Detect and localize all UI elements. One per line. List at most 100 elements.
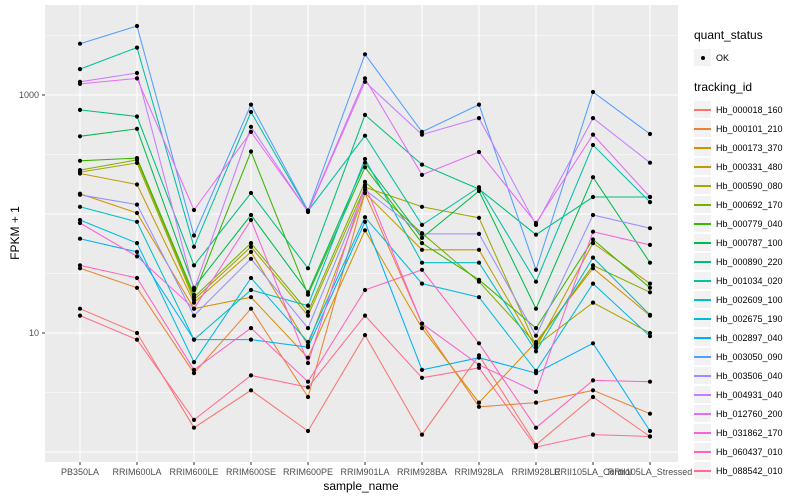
- data-point-Hb_000692_170: [305, 309, 311, 315]
- legend-entry-Hb_031862_170: Hb_031862_170: [694, 423, 798, 442]
- legend-entry-Hb_002609_100: Hb_002609_100: [694, 290, 798, 309]
- data-point-Hb_003506_040: [533, 333, 539, 338]
- legend-entry-Hb_000018_160: Hb_000018_160: [694, 100, 798, 119]
- data-point-Hb_088542_010: [419, 375, 425, 380]
- data-point-Hb_012760_200: [476, 149, 482, 155]
- data-point-Hb_000890_220: [305, 266, 311, 271]
- data-point-Hb_002675_190: [362, 215, 368, 220]
- data-point-Hb_002609_100: [77, 204, 83, 209]
- data-point-Hb_000890_220: [191, 263, 197, 268]
- x-tick-label: RRIM600SE: [226, 467, 276, 477]
- legend-entry-label: Hb_003050_090: [716, 351, 783, 362]
- point-marker-icon: [700, 55, 705, 60]
- data-point-Hb_000890_220: [533, 232, 539, 237]
- legend-entry-label: Hb_000590_080: [716, 180, 783, 191]
- data-point-Hb_003506_040: [647, 226, 653, 231]
- data-point-Hb_000692_170: [362, 179, 368, 184]
- data-point-Hb_060437_010: [362, 287, 368, 293]
- data-point-Hb_000779_040: [362, 165, 368, 170]
- data-point-Hb_000018_160: [77, 306, 83, 311]
- data-point-Hb_000779_040: [419, 241, 425, 246]
- legend-entry-Hb_088542_010: Hb_088542_010: [694, 461, 798, 480]
- data-point-Hb_002609_100: [647, 312, 653, 317]
- data-point-Hb_000101_210: [191, 371, 197, 376]
- data-point-Hb_003050_090: [476, 102, 482, 107]
- data-point-Hb_000590_080: [476, 215, 482, 220]
- legend-key: [694, 443, 711, 460]
- data-point-Hb_002609_100: [305, 303, 311, 308]
- data-point-Hb_002609_100: [419, 260, 425, 265]
- legend-swatch-line-icon: [694, 280, 711, 282]
- data-point-Hb_000331_480: [647, 281, 653, 286]
- data-point-Hb_088542_010: [476, 365, 482, 370]
- legend-swatch-line-icon: [694, 375, 711, 377]
- data-point-Hb_000590_080: [248, 244, 254, 249]
- data-point-Hb_000331_480: [134, 182, 140, 187]
- data-point-Hb_003050_090: [134, 23, 140, 29]
- data-point-Hb_012760_200: [590, 132, 596, 137]
- data-point-Hb_088542_010: [362, 313, 368, 318]
- data-point-Hb_000018_160: [134, 330, 140, 336]
- data-point-Hb_000787_100: [647, 260, 653, 265]
- legend-swatch-line-icon: [694, 128, 711, 130]
- data-point-Hb_001034_020: [476, 185, 482, 190]
- legend-key: [694, 177, 711, 194]
- legend-key: [694, 158, 711, 175]
- data-point-Hb_003050_090: [362, 52, 368, 57]
- data-point-Hb_002897_040: [590, 341, 596, 346]
- data-point-Hb_000018_160: [419, 432, 425, 437]
- data-point-Hb_000173_370: [134, 210, 140, 216]
- legend-key: [694, 139, 711, 156]
- legend-key: [694, 329, 711, 346]
- legend-key: [694, 120, 711, 137]
- data-point-Hb_000173_370: [419, 326, 425, 331]
- data-point-Hb_000787_100: [533, 306, 539, 311]
- legend-key: [694, 386, 711, 403]
- legend-swatch-line-icon: [694, 413, 711, 415]
- data-point-Hb_004931_040: [476, 116, 482, 121]
- data-point-Hb_003506_040: [77, 192, 83, 197]
- data-point-Hb_003050_090: [77, 41, 83, 46]
- data-point-Hb_000692_170: [533, 341, 539, 346]
- data-point-Hb_000101_210: [134, 285, 140, 290]
- legend-swatch-line-icon: [694, 470, 711, 472]
- legend-entry-label: Hb_002675_190: [716, 313, 783, 324]
- legend-entry-Hb_000173_370: Hb_000173_370: [694, 138, 798, 157]
- data-point-Hb_002897_040: [77, 236, 83, 241]
- data-point-Hb_000331_480: [590, 241, 596, 246]
- legend-entry-Hb_000590_080: Hb_000590_080: [694, 176, 798, 195]
- data-point-Hb_002609_100: [476, 260, 482, 265]
- legend-swatch-line-icon: [694, 166, 711, 168]
- x-tick-label: RRIM928BA: [397, 467, 447, 477]
- data-point-Hb_060437_010: [476, 341, 482, 346]
- data-point-Hb_003506_040: [248, 256, 254, 261]
- legend-key: [694, 101, 711, 118]
- data-point-Hb_000173_370: [590, 266, 596, 271]
- data-point-Hb_002897_040: [305, 345, 311, 350]
- data-point-Hb_001034_020: [77, 67, 83, 72]
- data-point-Hb_002675_190: [419, 281, 425, 286]
- data-point-Hb_000779_040: [590, 237, 596, 242]
- data-point-Hb_060437_010: [191, 367, 197, 372]
- data-point-Hb_031862_170: [419, 321, 425, 326]
- y-tick-label: 1000: [19, 90, 39, 100]
- data-point-Hb_000101_210: [77, 266, 83, 271]
- legend-swatch-line-icon: [694, 356, 711, 358]
- x-tick-label: RRIM928LE: [511, 467, 560, 477]
- legend-entry-Hb_002897_040: Hb_002897_040: [694, 328, 798, 347]
- data-point-Hb_001034_020: [590, 142, 596, 148]
- data-point-Hb_002897_040: [248, 337, 254, 342]
- data-point-Hb_000779_040: [191, 292, 197, 297]
- legend-key: [694, 234, 711, 251]
- plot-panel: [45, 5, 678, 462]
- data-point-Hb_002609_100: [590, 255, 596, 260]
- data-point-Hb_012760_200: [533, 220, 539, 226]
- legend-entry-Hb_000692_170: Hb_000692_170: [694, 195, 798, 214]
- legend-key: [694, 291, 711, 308]
- data-point-Hb_000787_100: [134, 126, 140, 131]
- data-point-Hb_002675_190: [191, 360, 197, 365]
- x-tick-label: RRIM600PE: [283, 467, 333, 477]
- data-point-Hb_002897_040: [476, 355, 482, 360]
